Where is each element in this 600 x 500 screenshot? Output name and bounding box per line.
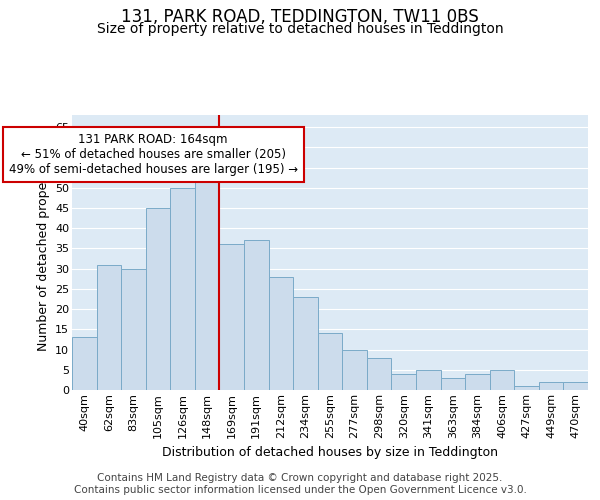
Y-axis label: Number of detached properties: Number of detached properties xyxy=(37,154,50,351)
Bar xyxy=(563,382,588,390)
Text: 131, PARK ROAD, TEDDINGTON, TW11 0BS: 131, PARK ROAD, TEDDINGTON, TW11 0BS xyxy=(121,8,479,26)
Bar xyxy=(269,277,293,390)
Bar xyxy=(146,208,170,390)
Bar xyxy=(72,338,97,390)
Bar xyxy=(244,240,269,390)
Text: Size of property relative to detached houses in Teddington: Size of property relative to detached ho… xyxy=(97,22,503,36)
Text: 131 PARK ROAD: 164sqm
← 51% of detached houses are smaller (205)
49% of semi-det: 131 PARK ROAD: 164sqm ← 51% of detached … xyxy=(8,133,298,176)
Bar xyxy=(318,334,342,390)
Bar xyxy=(97,264,121,390)
Bar xyxy=(121,268,146,390)
Bar xyxy=(170,188,195,390)
Bar xyxy=(465,374,490,390)
Bar xyxy=(195,172,220,390)
Bar xyxy=(440,378,465,390)
Bar xyxy=(391,374,416,390)
Bar xyxy=(539,382,563,390)
X-axis label: Distribution of detached houses by size in Teddington: Distribution of detached houses by size … xyxy=(162,446,498,459)
Text: Contains HM Land Registry data © Crown copyright and database right 2025.
Contai: Contains HM Land Registry data © Crown c… xyxy=(74,474,526,495)
Bar xyxy=(367,358,391,390)
Bar xyxy=(342,350,367,390)
Bar xyxy=(514,386,539,390)
Bar xyxy=(293,297,318,390)
Bar xyxy=(416,370,440,390)
Bar xyxy=(490,370,514,390)
Bar xyxy=(220,244,244,390)
